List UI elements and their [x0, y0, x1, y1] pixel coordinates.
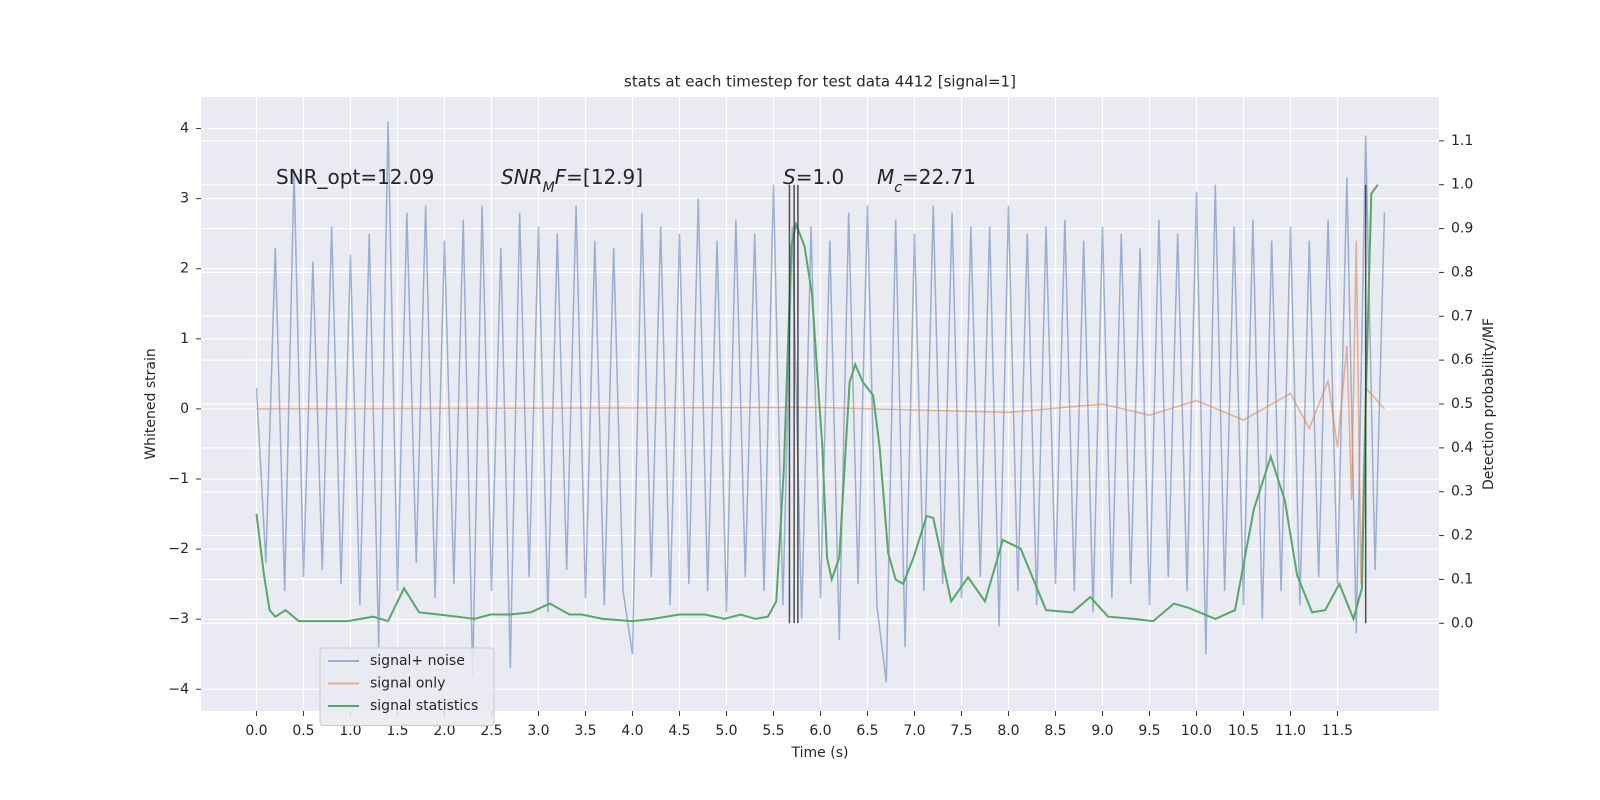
annotation: SNRMF=[12.9] — [501, 165, 643, 196]
y2-tick-label: 0.8 — [1451, 264, 1473, 280]
x-tick-label: 7.5 — [950, 723, 972, 739]
series-line — [255, 184, 1379, 623]
x-tick-label: 0.0 — [245, 723, 267, 739]
legend-label: signal statistics — [370, 698, 478, 714]
y2-tick-label: 0.6 — [1451, 352, 1473, 368]
annotation-part: F — [555, 165, 567, 189]
annotation-part: SNR_opt=12.09 — [276, 165, 434, 189]
x-tick-label: 5.0 — [715, 723, 737, 739]
x-tick-label: 4.5 — [668, 723, 690, 739]
y2-tick-label: 0.1 — [1451, 571, 1473, 587]
y2-tick-label: 0.7 — [1451, 308, 1473, 324]
x-tick-label: 0.5 — [292, 723, 314, 739]
annotation: S=1.0 — [783, 165, 844, 189]
y-tick-label: 0 — [180, 401, 189, 417]
annotation-part: =1.0 — [796, 165, 845, 189]
x-axis-label: Time (s) — [791, 745, 849, 761]
annotation-part: M — [877, 165, 894, 189]
y2-axis-label: Detection probability/MF — [1481, 318, 1497, 490]
x-tick-label: 1.0 — [339, 723, 361, 739]
y-tick-label: −3 — [168, 611, 189, 627]
x-tick-label: 8.0 — [997, 723, 1019, 739]
x-tick-label: 9.0 — [1091, 723, 1113, 739]
y-tick-label: −2 — [168, 541, 189, 557]
y-tick-label: 3 — [180, 191, 189, 207]
legend-label: signal only — [370, 676, 445, 692]
x-tick-label: 7.0 — [903, 723, 925, 739]
y-tick-label: 2 — [180, 261, 189, 277]
annotation-part: =[12.9] — [566, 165, 643, 189]
x-tick-label: 6.5 — [856, 723, 878, 739]
annotation: Mc=22.71 — [877, 165, 976, 196]
y-tick-label: 4 — [180, 121, 189, 137]
x-tick-label: 10.0 — [1181, 723, 1212, 739]
y2-tick-label: 0.9 — [1451, 221, 1473, 237]
chart-title: stats at each timestep for test data 441… — [624, 73, 1016, 91]
y2-tick-label: 1.0 — [1451, 177, 1473, 193]
annotation: SNR_opt=12.09 — [276, 165, 434, 189]
x-tick-label: 11.0 — [1275, 723, 1306, 739]
series-line — [256, 240, 1386, 585]
y-axis-label: Whitened strain — [143, 348, 159, 459]
annotation-part: S — [783, 165, 796, 189]
annotation-part: SNR — [501, 165, 543, 189]
x-tick-label: 3.5 — [574, 723, 596, 739]
y2-tick-label: 0.0 — [1451, 615, 1473, 631]
y-tick-label: −1 — [168, 471, 189, 487]
y2-tick-label: 0.4 — [1451, 440, 1473, 456]
y2-tick-label: 1.1 — [1451, 133, 1473, 149]
y2-tick-label: 0.3 — [1451, 484, 1473, 500]
annotation-part: c — [894, 180, 902, 196]
x-tick-label: 2.5 — [480, 723, 502, 739]
x-tick-label: 1.5 — [386, 723, 408, 739]
x-tick-label: 2.0 — [433, 723, 455, 739]
annotation-part: =22.71 — [902, 165, 976, 189]
y2-tick-label: 0.2 — [1451, 528, 1473, 544]
x-tick-label: 10.5 — [1228, 723, 1259, 739]
y-tick-label: 1 — [180, 331, 189, 347]
legend-label: signal+ noise — [370, 653, 465, 669]
x-tick-label: 5.5 — [762, 723, 784, 739]
y-tick-label: −4 — [168, 681, 189, 697]
annotation-part: M — [543, 180, 555, 196]
x-tick-label: 9.5 — [1138, 723, 1160, 739]
legend-box — [319, 647, 495, 726]
x-tick-label: 11.5 — [1322, 723, 1353, 739]
x-tick-label: 8.5 — [1044, 723, 1066, 739]
series-line — [255, 121, 1386, 683]
y2-tick-label: 0.5 — [1451, 396, 1473, 412]
x-tick-label: 4.0 — [621, 723, 643, 739]
x-tick-label: 3.0 — [527, 723, 549, 739]
x-tick-label: 6.0 — [809, 723, 831, 739]
